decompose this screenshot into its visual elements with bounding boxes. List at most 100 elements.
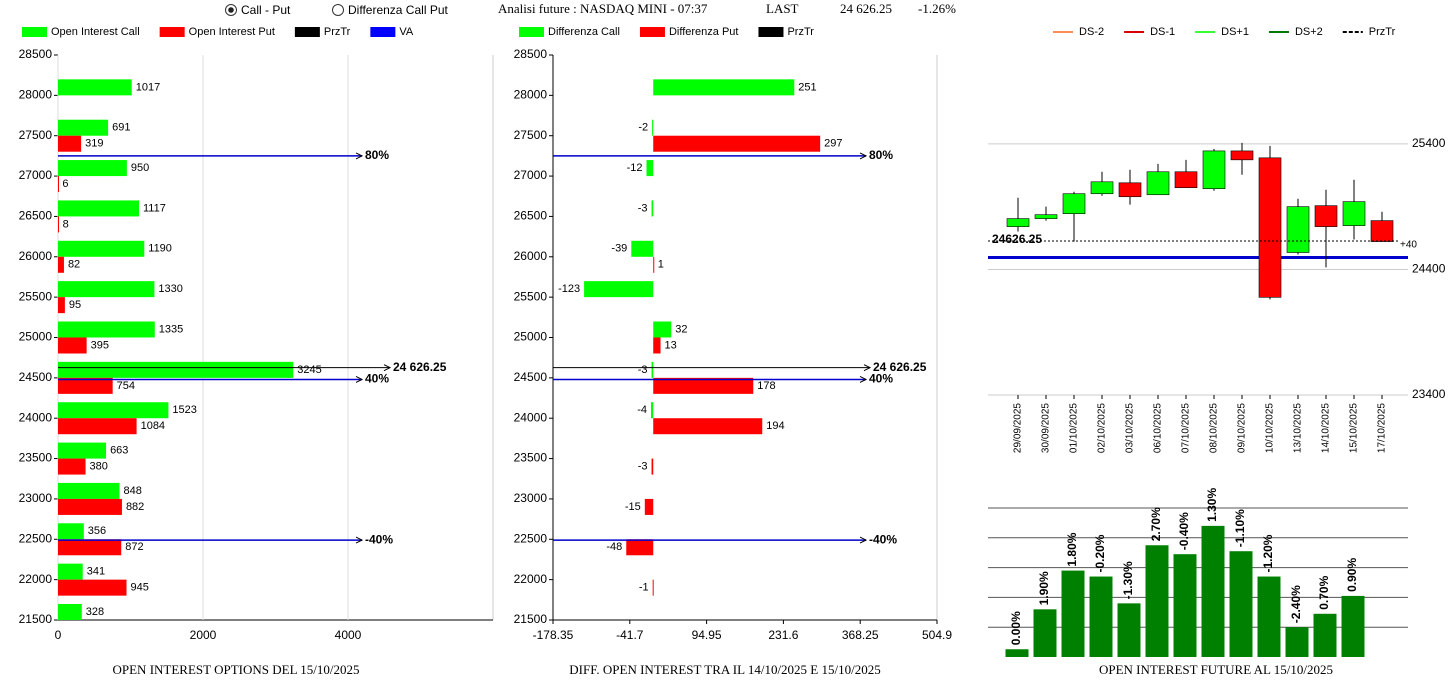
bar-value-label: 1017	[136, 81, 160, 93]
legend-label: Differenza Put	[669, 26, 739, 38]
x-tick-label: 29/09/2025	[1013, 403, 1024, 453]
bar-value-label: 3245	[297, 364, 321, 376]
legend-swatch	[22, 27, 47, 37]
bar-value-label: 13	[665, 339, 677, 351]
bar	[631, 240, 654, 257]
y-tick-label: 28000	[19, 88, 53, 102]
bar-value-label: 848	[123, 485, 141, 497]
bar	[58, 216, 59, 233]
bar-value-label: 395	[91, 339, 109, 351]
bar-value-label: 82	[68, 259, 80, 271]
bar-value-label: 945	[131, 582, 149, 594]
candle-body	[1034, 214, 1058, 219]
bar-value-label: 95	[69, 299, 81, 311]
candle-body	[1286, 206, 1310, 253]
chart-title: OPEN INTEREST FUTURE AL 15/10/2025	[1099, 662, 1333, 677]
bar-value-label: -39	[611, 243, 627, 255]
bar	[653, 256, 655, 273]
chart-title: DIFF. OPEN INTEREST TRA IL 14/10/2025 E …	[569, 662, 880, 677]
line-arrow	[355, 376, 364, 383]
bar	[58, 297, 65, 314]
bar-value-label: 1084	[141, 420, 165, 432]
radio-dot	[228, 7, 234, 13]
bar-value-label: 356	[88, 525, 106, 537]
x-tick-label: 231.6	[768, 628, 798, 642]
x-tick-label: 2000	[190, 628, 217, 642]
line-arrow	[355, 152, 364, 160]
bar	[58, 482, 120, 499]
bar	[58, 361, 294, 378]
bar-value-label: 1335	[159, 323, 183, 335]
bar-value-label: 341	[87, 566, 105, 578]
bar	[58, 418, 137, 435]
bar	[1061, 570, 1085, 657]
bar	[58, 337, 87, 354]
candle-body	[1230, 150, 1254, 161]
bar	[652, 119, 654, 136]
bar	[58, 458, 86, 475]
candle-body	[1062, 193, 1086, 214]
bar-value-label: -48	[606, 541, 622, 553]
y-tick-label: 23000	[514, 491, 548, 505]
bar	[653, 135, 821, 152]
legend-swatch	[519, 27, 544, 37]
y-tick-label: 22500	[19, 531, 53, 545]
bar	[651, 361, 654, 378]
y-tick-label: 24500	[514, 370, 548, 384]
legend-label: DS+2	[1295, 26, 1323, 38]
radio-button[interactable]	[332, 4, 344, 16]
bar	[58, 135, 82, 152]
bar	[653, 377, 754, 394]
bar	[1173, 554, 1197, 657]
bar	[650, 402, 654, 419]
legend-swatch	[294, 27, 320, 37]
y-tick-label: 25400	[1412, 136, 1446, 150]
legend-label: PrzTr	[324, 26, 351, 38]
bar	[653, 337, 661, 354]
legend-label: DS-1	[1150, 26, 1175, 38]
bar-value-label: 32	[675, 323, 687, 335]
bar-value-label: -3	[638, 364, 648, 376]
bar-value-label: -123	[558, 283, 580, 295]
bar	[58, 402, 169, 419]
x-tick-label: 07/10/2025	[1181, 403, 1192, 453]
y-tick-label: 23400	[1412, 387, 1446, 401]
legend-label: PrzTr	[787, 26, 814, 38]
x-tick-label: 94.95	[692, 628, 722, 642]
bar	[58, 321, 155, 338]
bar-change-label: -0.20%	[1093, 534, 1107, 572]
legend-label: VA	[399, 26, 414, 38]
line-arrow	[859, 536, 868, 544]
bar-value-label: 178	[757, 380, 775, 392]
bar-value-label: 663	[110, 444, 128, 456]
bar-value-label: 1190	[148, 243, 172, 255]
bar-value-label: 251	[798, 81, 816, 93]
radio-label[interactable]: Call - Put	[241, 3, 291, 17]
x-tick-label: 14/10/2025	[1321, 403, 1332, 453]
x-tick-label: 0	[55, 628, 62, 642]
y-tick-label: 22000	[19, 572, 53, 586]
y-tick-label: 21500	[514, 612, 548, 626]
y-tick-label: 22500	[514, 531, 548, 545]
y-tick-label: 27000	[19, 168, 53, 182]
bar	[58, 200, 139, 217]
x-tick-label: 30/09/2025	[1041, 403, 1052, 453]
legend-swatch	[639, 27, 665, 37]
y-tick-label: 25000	[19, 330, 53, 344]
bar-change-label: -1.30%	[1121, 561, 1135, 599]
bar	[58, 256, 64, 273]
y-tick-label: 27500	[19, 128, 53, 142]
x-tick-label: 504.9	[922, 628, 952, 642]
reference-line-label: 80%	[365, 148, 389, 162]
x-tick-label: 08/10/2025	[1209, 403, 1220, 453]
bar-value-label: 297	[824, 138, 842, 150]
bar	[58, 160, 127, 177]
candle-body	[1370, 220, 1394, 242]
bar-value-label: 950	[131, 162, 149, 174]
radio-label[interactable]: Differenza Call Put	[348, 3, 448, 17]
bar-value-label: 380	[90, 460, 108, 472]
y-tick-label: 28500	[19, 47, 53, 61]
line-arrow	[863, 364, 872, 372]
x-tick-label: -178.35	[533, 628, 574, 642]
legend-swatch	[758, 27, 784, 37]
